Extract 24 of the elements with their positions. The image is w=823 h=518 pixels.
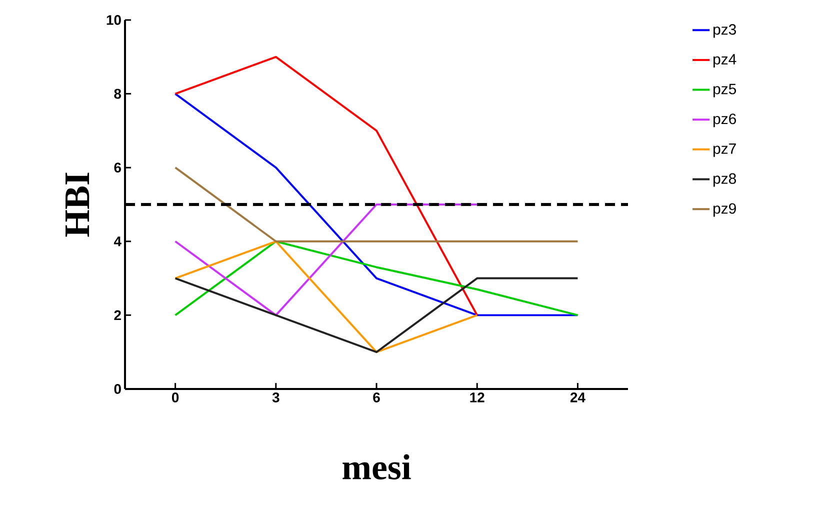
x-axis-title: mesi [342, 454, 411, 480]
x-tick-label: 3 [272, 392, 280, 402]
legend-label: pz3 [714, 24, 736, 38]
y-tick-label: 4 [114, 236, 122, 246]
x-tick-label: 0 [172, 392, 179, 402]
x-tick-label: 12 [470, 392, 484, 402]
legend-label: pz4 [714, 54, 736, 68]
legend-label: pz6 [714, 114, 736, 128]
line-series [174, 56, 478, 316]
y-tick-label: 8 [114, 88, 122, 99]
y-tick-label: 0 [114, 384, 121, 394]
legend-label: pz8 [714, 173, 736, 187]
legend-label: pz9 [714, 203, 736, 217]
x-tick-label: 6 [373, 392, 380, 402]
line-series [174, 240, 478, 354]
y-axis-title: HBI [66, 172, 90, 237]
x-tick-label: 24 [570, 392, 586, 402]
legend-label: pz7 [714, 144, 736, 157]
y-tick-label: 10 [106, 15, 121, 25]
line-series [174, 92, 579, 316]
y-tick-label: 2 [114, 310, 121, 320]
legend-label: pz5 [714, 84, 736, 98]
y-tick-label: 6 [114, 162, 121, 173]
line-series [174, 240, 579, 316]
